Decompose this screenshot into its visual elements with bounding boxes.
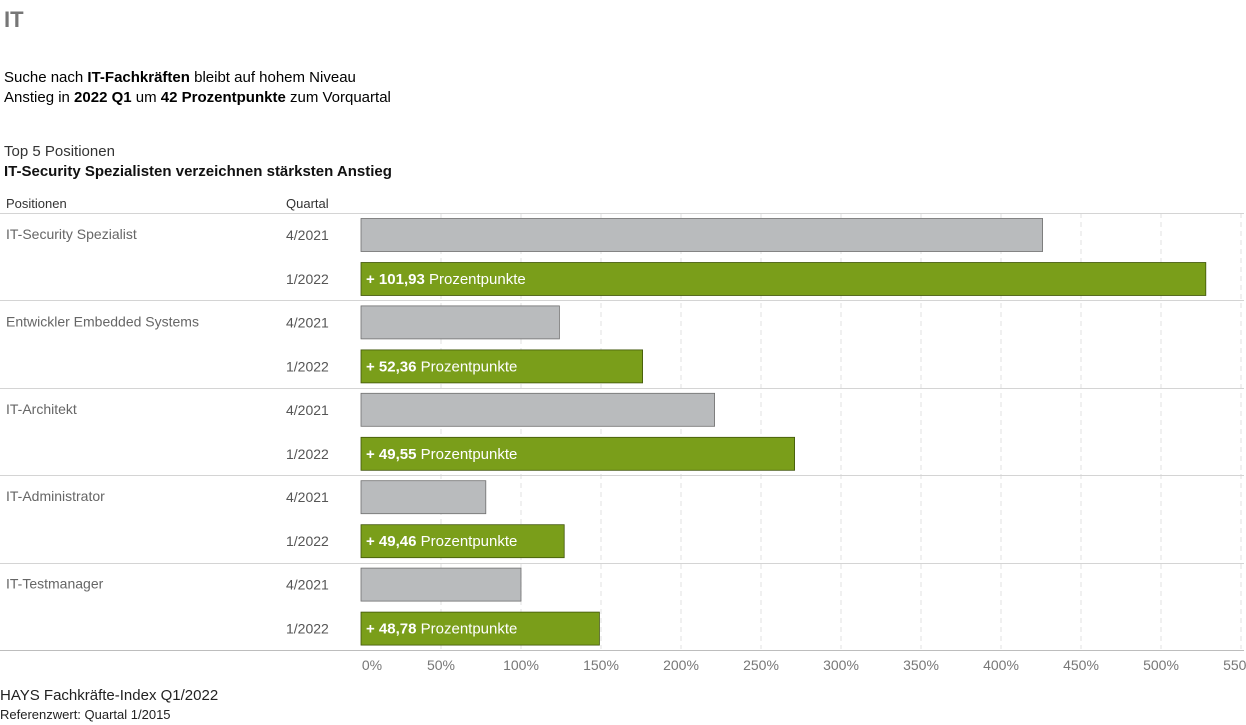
column-header-quarter: Quartal xyxy=(286,196,329,211)
bar-chart: IT-Security Spezialist 4/2021 1/2022 + 101,… xyxy=(0,213,1246,673)
headline-text: bleibt auf hohem Niveau xyxy=(189,69,356,86)
bar-data-label-value: + 48,78 xyxy=(366,621,416,638)
quarter-label: 1/2022 xyxy=(286,621,329,637)
bar-data-label-unit: Prozentpunkte xyxy=(416,358,517,375)
headline-emphasis: IT-Fachkräften xyxy=(87,69,190,86)
bar-current-quarter xyxy=(360,524,565,559)
bar-data-label: + 48,78 Prozentpunkte xyxy=(366,621,517,638)
category-label: IT-Administrator xyxy=(6,488,105,504)
quarter-label: 1/2022 xyxy=(286,446,329,462)
headline-emphasis: 2022 Q1 xyxy=(74,89,132,106)
bar-data-label-value: + 49,46 xyxy=(366,533,416,550)
chart-subtitle-main: IT-Security Spezialisten verzeichnen stä… xyxy=(4,163,392,180)
x-tick-label: 450% xyxy=(1063,657,1099,673)
headline-text: zum Vorquartal xyxy=(285,89,391,106)
x-tick-label: 0% xyxy=(362,657,382,673)
x-tick-label: 50% xyxy=(427,657,455,673)
x-tick-label: 150% xyxy=(583,657,619,673)
bar-current-quarter xyxy=(360,262,1207,296)
x-tick-label: 250% xyxy=(743,657,779,673)
category-label: Entwickler Embedded Systems xyxy=(6,313,199,329)
bar-data-label: + 101,93 Prozentpunkte xyxy=(366,271,526,288)
source-note: HAYS Fachkräfte-Index Q1/2022 xyxy=(0,687,219,704)
quarter-label: 1/2022 xyxy=(286,358,329,374)
headline-line-2: Anstieg in 2022 Q1 um 42 Prozentpunkte z… xyxy=(4,89,391,106)
category-label: IT-Testmanager xyxy=(6,576,104,592)
headline-line-1: Suche nach IT-Fachkräften bleibt auf hoh… xyxy=(4,69,356,86)
x-tick-label: 500% xyxy=(1143,657,1179,673)
headline-text: Suche nach xyxy=(4,69,88,86)
quarter-label: 1/2022 xyxy=(286,271,329,287)
bar-data-label-unit: Prozentpunkte xyxy=(416,533,517,550)
bar-data-label: + 49,55 Prozentpunkte xyxy=(366,446,517,463)
headline-text: Anstieg in xyxy=(4,89,75,106)
bar-data-label-value: + 101,93 xyxy=(366,271,425,288)
category-label: IT-Security Spezialist xyxy=(6,226,137,242)
quarter-label: 4/2021 xyxy=(286,314,329,330)
quarter-label: 4/2021 xyxy=(286,489,329,505)
bar-data-label-unit: Prozentpunkte xyxy=(425,271,526,288)
headline-emphasis: 42 Prozentpunkte xyxy=(160,89,286,106)
bar-current-quarter xyxy=(360,436,796,471)
bar-previous-quarter xyxy=(360,392,716,427)
x-tick-label: 100% xyxy=(503,657,539,673)
x-tick-label: 300% xyxy=(823,657,859,673)
bar-current-quarter xyxy=(360,349,644,384)
page-title: IT xyxy=(4,7,24,32)
quarter-label: 1/2022 xyxy=(286,533,329,549)
quarter-label: 4/2021 xyxy=(286,227,329,243)
bar-previous-quarter xyxy=(360,218,1043,252)
category-label: IT-Architekt xyxy=(6,401,77,417)
column-header-positions: Positionen xyxy=(6,196,67,211)
bar-data-label-unit: Prozentpunkte xyxy=(416,446,517,463)
bar-data-label-value: + 52,36 xyxy=(366,358,416,375)
bar-data-label-unit: Prozentpunkte xyxy=(416,621,517,638)
quarter-label: 4/2021 xyxy=(286,402,329,418)
reference-note: Referenzwert: Quartal 1/2015 xyxy=(0,707,171,722)
headline-text: um xyxy=(131,89,161,106)
bar-data-label-value: + 49,55 xyxy=(366,446,416,463)
bar-current-quarter xyxy=(360,611,600,646)
bar-previous-quarter xyxy=(360,567,522,602)
quarter-label: 4/2021 xyxy=(286,577,329,593)
x-tick-label: 200% xyxy=(663,657,699,673)
bar-data-label: + 49,46 Prozentpunkte xyxy=(366,533,517,550)
bar-previous-quarter xyxy=(360,480,487,515)
chart-subtitle-top: Top 5 Positionen xyxy=(4,143,115,160)
x-tick-label: 350% xyxy=(903,657,939,673)
bar-data-label: + 52,36 Prozentpunkte xyxy=(366,358,517,375)
bar-previous-quarter xyxy=(360,305,560,340)
x-tick-label: 550% xyxy=(1223,657,1246,673)
x-tick-label: 400% xyxy=(983,657,1019,673)
